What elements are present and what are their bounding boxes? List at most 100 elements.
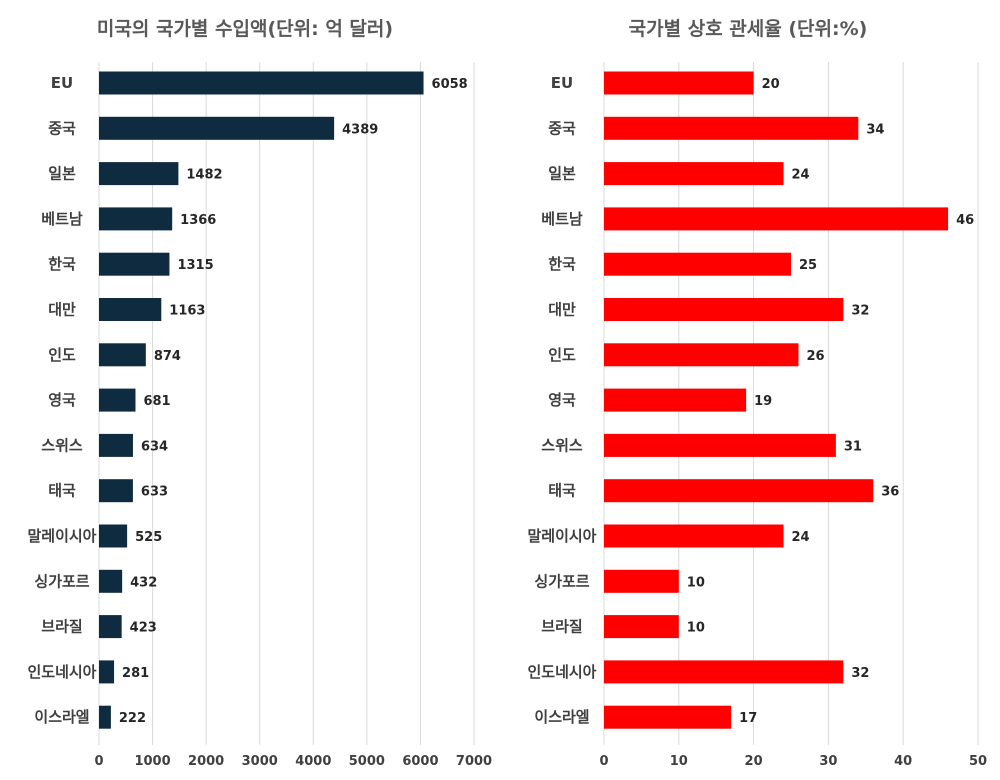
category-label: 인도네시아	[527, 663, 596, 681]
bar	[604, 71, 754, 95]
bar	[604, 615, 679, 639]
category-label: 태국	[48, 482, 76, 500]
category-label: 말레이시아	[527, 527, 596, 545]
value-label: 525	[135, 530, 162, 545]
x-tick-label: 20	[745, 754, 763, 769]
bar	[604, 252, 791, 276]
value-label: 1163	[169, 304, 205, 319]
category-label: 이스라엘	[534, 708, 589, 726]
bar	[604, 298, 844, 321]
x-tick-label: 3000	[242, 754, 278, 769]
value-label: 6058	[432, 77, 468, 92]
value-label: 222	[119, 711, 146, 726]
bar	[99, 569, 123, 593]
value-label: 432	[130, 575, 157, 590]
category-label: 일본	[48, 165, 76, 183]
bar	[99, 388, 136, 412]
category-label: 한국	[48, 255, 76, 273]
category-label: 한국	[548, 255, 576, 273]
bar	[604, 388, 747, 412]
category-label: 인도네시아	[27, 663, 96, 681]
value-label: 874	[154, 349, 181, 364]
category-label: 일본	[548, 165, 576, 183]
value-label: 46	[956, 213, 974, 228]
tariff-chart: 국가별 상호 관세율 (단위:%) EU 중국일본베트남한국대만인도영국스위스태국…	[527, 18, 987, 769]
bar	[604, 705, 732, 729]
bar	[99, 162, 179, 186]
bar	[604, 343, 799, 367]
value-label: 1366	[180, 213, 216, 228]
value-label: 34	[866, 122, 884, 137]
bar	[604, 524, 784, 548]
x-tick-label: 30	[819, 754, 837, 769]
x-tick-label: 4000	[295, 754, 331, 769]
x-tick-label: 6000	[402, 754, 438, 769]
value-label: 24	[792, 530, 810, 545]
category-label: 영국	[548, 391, 576, 409]
x-tick-label: 40	[894, 754, 912, 769]
bar	[99, 252, 170, 276]
category-label: 인도	[548, 346, 576, 364]
category-label: EU	[51, 74, 73, 92]
x-tick-label: 2000	[188, 754, 224, 769]
x-tick-label: 10	[670, 754, 688, 769]
x-tick-label: 1000	[134, 754, 170, 769]
import-chart: 미국의 국가별 수입액(단위: 억 달러) EU 중국일본베트남한국대만인도영국스…	[27, 18, 492, 769]
bar	[604, 162, 784, 186]
x-tick-label: 50	[969, 754, 987, 769]
value-label: 10	[687, 575, 705, 590]
category-label: 브라질	[541, 618, 582, 636]
bar	[604, 116, 859, 140]
value-label: 423	[130, 621, 157, 636]
chart-title: 국가별 상호 관세율 (단위:%)	[629, 18, 868, 40]
category-label: 베트남	[541, 210, 583, 228]
bar	[99, 116, 335, 140]
category-label: 대만	[548, 301, 576, 319]
x-tick-label: 0	[599, 754, 608, 769]
x-tick-label: 0	[94, 754, 103, 769]
value-label: 17	[739, 711, 757, 726]
chart-title: 미국의 국가별 수입액(단위: 억 달러)	[97, 18, 393, 40]
category-label: 인도	[48, 346, 76, 364]
bar	[99, 615, 122, 639]
bar	[99, 524, 128, 548]
category-label: 싱가포르	[534, 572, 589, 590]
x-tick-label: 7000	[456, 754, 492, 769]
category-label: 영국	[48, 391, 76, 409]
value-label: 32	[851, 666, 869, 681]
bar	[99, 71, 424, 95]
bar	[604, 207, 949, 231]
bar	[99, 479, 133, 503]
bar	[99, 705, 111, 729]
value-label: 31	[844, 439, 862, 454]
value-label: 1482	[186, 168, 222, 183]
bar	[99, 433, 133, 457]
value-label: 26	[806, 349, 824, 364]
category-label: 이스라엘	[34, 708, 89, 726]
value-label: 4389	[342, 122, 378, 137]
value-label: 19	[754, 394, 772, 409]
value-label: 634	[141, 439, 168, 454]
category-label: 대만	[48, 301, 76, 319]
value-label: 681	[143, 394, 170, 409]
value-label: 633	[141, 485, 168, 500]
value-label: 281	[122, 666, 149, 681]
category-label: 중국	[548, 119, 576, 137]
bar	[604, 569, 679, 593]
value-label: 20	[762, 77, 780, 92]
value-label: 25	[799, 258, 817, 273]
category-label: 태국	[548, 482, 576, 500]
category-label: 싱가포르	[34, 572, 89, 590]
bar	[99, 298, 162, 321]
x-tick-label: 5000	[349, 754, 385, 769]
bar	[99, 343, 146, 367]
category-label: 스위스	[41, 436, 83, 454]
category-label: 말레이시아	[27, 527, 96, 545]
value-label: 1315	[177, 258, 213, 273]
category-label: 브라질	[41, 618, 82, 636]
value-label: 24	[792, 168, 810, 183]
value-label: 36	[881, 485, 899, 500]
bar	[604, 433, 836, 457]
bar	[604, 660, 844, 684]
